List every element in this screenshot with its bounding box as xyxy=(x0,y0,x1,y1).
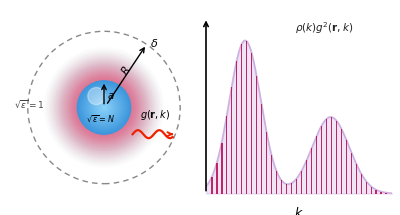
Bar xyxy=(350,153,352,194)
Bar xyxy=(246,41,248,194)
Circle shape xyxy=(100,103,108,112)
Text: $R$: $R$ xyxy=(118,64,132,77)
Bar xyxy=(360,174,362,194)
Bar xyxy=(276,171,278,194)
Bar xyxy=(320,126,322,194)
Bar xyxy=(386,193,387,194)
Circle shape xyxy=(85,89,123,126)
Text: $a$: $a$ xyxy=(107,91,115,101)
Circle shape xyxy=(99,102,109,113)
Circle shape xyxy=(80,83,128,132)
Circle shape xyxy=(97,100,111,115)
Text: $\rho(k)g^2(\mathbf{r},k)$: $\rho(k)g^2(\mathbf{r},k)$ xyxy=(295,21,354,36)
Circle shape xyxy=(92,96,116,119)
Bar xyxy=(270,155,272,194)
Circle shape xyxy=(88,88,105,105)
Text: $\delta$: $\delta$ xyxy=(150,37,159,49)
Bar xyxy=(300,171,302,194)
Circle shape xyxy=(84,88,124,127)
Circle shape xyxy=(77,81,131,134)
Bar xyxy=(231,87,232,194)
Circle shape xyxy=(79,83,129,132)
Circle shape xyxy=(94,98,114,117)
Circle shape xyxy=(82,85,126,130)
Circle shape xyxy=(96,100,112,115)
Bar xyxy=(216,163,218,194)
Text: $\sqrt{\varepsilon}=N$: $\sqrt{\varepsilon}=N$ xyxy=(86,114,115,125)
Bar xyxy=(336,121,337,194)
Bar xyxy=(380,192,382,194)
Circle shape xyxy=(95,99,113,116)
Text: $g(\mathbf{r},k)$: $g(\mathbf{r},k)$ xyxy=(140,108,170,122)
Bar xyxy=(306,160,308,194)
Bar xyxy=(290,183,292,194)
Bar xyxy=(296,178,298,194)
Bar xyxy=(316,136,318,194)
Bar xyxy=(326,119,328,194)
Bar xyxy=(241,44,242,194)
Bar xyxy=(356,164,357,194)
Bar xyxy=(310,148,312,194)
Bar xyxy=(251,53,252,194)
Bar xyxy=(221,143,222,194)
Circle shape xyxy=(88,92,120,123)
Circle shape xyxy=(92,95,116,120)
Circle shape xyxy=(93,97,115,118)
Circle shape xyxy=(89,92,119,123)
Circle shape xyxy=(101,105,107,110)
Circle shape xyxy=(86,90,122,125)
Circle shape xyxy=(102,106,106,109)
Bar xyxy=(346,140,347,194)
Bar xyxy=(330,117,332,194)
Circle shape xyxy=(98,101,110,114)
Bar xyxy=(376,190,377,194)
Circle shape xyxy=(84,87,124,128)
Bar xyxy=(340,129,342,194)
Bar xyxy=(366,181,367,194)
Bar xyxy=(261,104,262,194)
Bar xyxy=(266,132,268,194)
Bar xyxy=(236,61,238,194)
Text: $\sqrt{\varepsilon}=1$: $\sqrt{\varepsilon}=1$ xyxy=(14,98,44,109)
Circle shape xyxy=(91,94,117,121)
Text: $k$: $k$ xyxy=(294,206,304,215)
Circle shape xyxy=(81,84,127,131)
Circle shape xyxy=(78,82,130,133)
Bar xyxy=(211,177,212,194)
Bar xyxy=(280,180,282,194)
Circle shape xyxy=(100,104,108,111)
Circle shape xyxy=(90,93,118,122)
Bar xyxy=(226,116,228,194)
Circle shape xyxy=(87,91,121,124)
Bar xyxy=(286,184,288,194)
Circle shape xyxy=(83,86,125,129)
Bar xyxy=(256,76,258,194)
Circle shape xyxy=(103,107,105,108)
Bar xyxy=(370,187,372,194)
